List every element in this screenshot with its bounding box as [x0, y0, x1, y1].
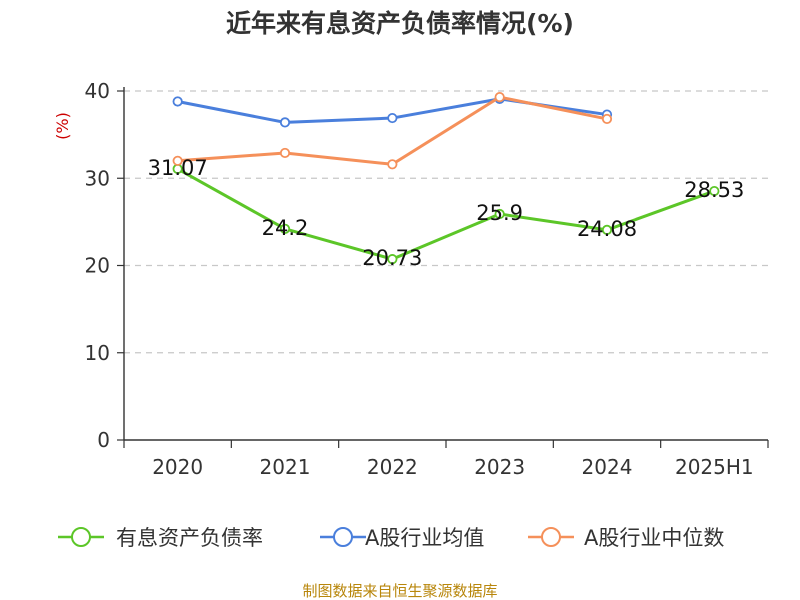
series-point-0 — [709, 185, 720, 197]
x-tick-label: 2021 — [260, 455, 311, 479]
legend-swatch-marker — [71, 527, 91, 547]
series-point-2 — [494, 92, 505, 103]
y-axis-unit-label: (%) — [53, 112, 72, 140]
y-tick-label: 20 — [85, 254, 110, 278]
series-lines — [172, 92, 720, 265]
x-tick-label: 2020 — [152, 455, 203, 479]
series-point-2 — [172, 155, 183, 166]
legend-swatch-marker — [333, 527, 353, 547]
x-tick-label: 2025H1 — [675, 455, 754, 479]
legend-label: A股行业均值 — [365, 526, 484, 550]
data-label: 25.9 — [476, 201, 523, 225]
y-tick-label: 10 — [85, 341, 110, 365]
y-tick-label: 0 — [97, 428, 110, 452]
series-point-1 — [279, 117, 291, 128]
legend-swatch-marker — [541, 527, 561, 547]
series-point-1 — [387, 112, 398, 124]
series-point-0 — [387, 254, 398, 265]
data-label: 28.53 — [684, 178, 744, 202]
series-point-2 — [279, 147, 291, 159]
data-label: 20.73 — [362, 246, 422, 270]
series-point-1 — [172, 96, 183, 107]
x-tick-label: 2023 — [474, 455, 525, 479]
y-tick-label: 40 — [85, 79, 110, 103]
series-point-0 — [279, 223, 291, 234]
series-point-2 — [387, 159, 398, 170]
data-labels: 31.07 24.2 20.73 25.9 24.08 28.53 — [148, 156, 745, 270]
series-point-0 — [494, 208, 505, 220]
x-tick-label: 2024 — [582, 455, 633, 479]
legend-item-0[interactable]: 有息资产负债率 — [58, 526, 263, 550]
y-tick-label: 30 — [85, 166, 110, 190]
data-label: 31.07 — [148, 156, 208, 180]
legend-label: A股行业中位数 — [584, 526, 724, 550]
data-label: 24.2 — [262, 216, 309, 240]
source-note: 制图数据来自恒生聚源数据库 — [302, 582, 497, 600]
series-point-0 — [601, 224, 613, 236]
legend-item-2[interactable]: A股行业中位数 — [528, 526, 724, 550]
series-line-0 — [176, 167, 716, 261]
data-label: 24.08 — [577, 217, 637, 241]
grid-lines — [124, 90, 768, 354]
series-line-2 — [176, 95, 609, 166]
legend-label: 有息资产负债率 — [116, 526, 263, 550]
series-point-2 — [601, 113, 613, 125]
x-tick-label: 2022 — [367, 455, 418, 479]
legend-item-1[interactable]: A股行业均值 — [320, 526, 484, 550]
axes: 0 10 20 30 40 2020 2021 2022 2023 2024 2025H1 — [85, 79, 769, 479]
legend: 有息资产负债率 A股行业均值 A股行业中位数 — [58, 526, 724, 550]
chart-title: 近年来有息资产负债率情况(%) — [226, 9, 574, 38]
